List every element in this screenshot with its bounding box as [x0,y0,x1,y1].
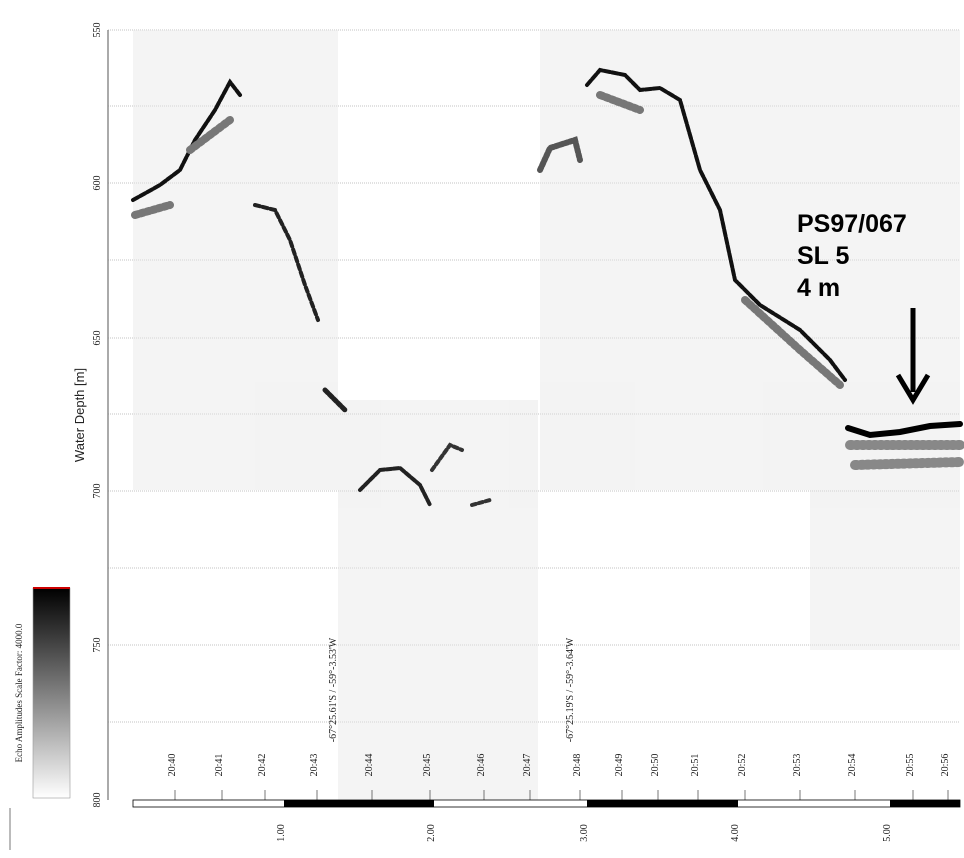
grid [108,29,960,723]
time-label: 20:49 [614,754,625,777]
time-label: 20:51 [690,754,701,777]
distance-label: 4.00 [730,824,741,842]
y-axis: 550 600 650 700 750 800 [92,23,103,808]
color-scale: Echo Amplitudes Scale Factor: 4000.0 [9,587,71,850]
distance-label: 2.00 [426,824,437,842]
distance-scale [132,799,961,808]
time-label: 20:54 [847,754,858,777]
seafloor-echo [131,67,964,507]
distance-label: 5.00 [882,824,893,842]
distance-label: 3.00 [579,824,590,842]
background-noise [133,30,960,800]
position-label: -67°25.19'S / -59°-3.64'W [565,637,576,742]
gear-label: SL 5 [797,242,849,270]
color-scale-label: Echo Amplitudes Scale Factor: 4000.0 [14,623,24,762]
time-label: 20:56 [940,754,951,777]
time-label: 20:48 [572,754,583,777]
position-labels: -67°25.61'S / -59°-3.53'W -67°25.19'S / -… [328,637,576,742]
time-label: 20:43 [309,754,320,777]
station-label: PS97/067 [797,210,907,238]
plot-frame [107,30,960,800]
time-label: 20:47 [522,754,533,777]
distance-labels: 1.00 2.00 3.00 4.00 5.00 [276,824,893,842]
y-axis-label: Water Depth [m] [72,368,87,462]
time-label: 20:45 [422,754,433,777]
time-label: 20:53 [792,754,803,777]
length-label: 4 m [797,274,840,302]
time-label: 20:42 [257,754,268,777]
core-annotation: PS97/067 SL 5 4 m [797,210,931,405]
time-labels: 20:40 20:41 20:42 20:43 20:44 20:45 20:46 20:47… [167,754,951,800]
y-tick-label: 650 [92,331,103,346]
time-label: 20:50 [650,754,661,777]
position-label: -67°25.61'S / -59°-3.53'W [328,637,339,742]
time-label: 20:40 [167,754,178,777]
y-tick-label: 600 [92,176,103,191]
arrow-head [895,373,931,405]
time-label: 20:55 [905,754,916,777]
distance-label: 1.00 [276,824,287,842]
y-tick-label: 800 [92,793,103,808]
y-tick-label: 550 [92,23,103,38]
time-label: 20:41 [214,754,225,777]
time-label: 20:44 [364,754,375,777]
time-label: 20:46 [476,754,487,777]
y-tick-label: 700 [92,484,103,499]
time-label: 20:52 [737,754,748,777]
y-tick-label: 750 [92,638,103,653]
